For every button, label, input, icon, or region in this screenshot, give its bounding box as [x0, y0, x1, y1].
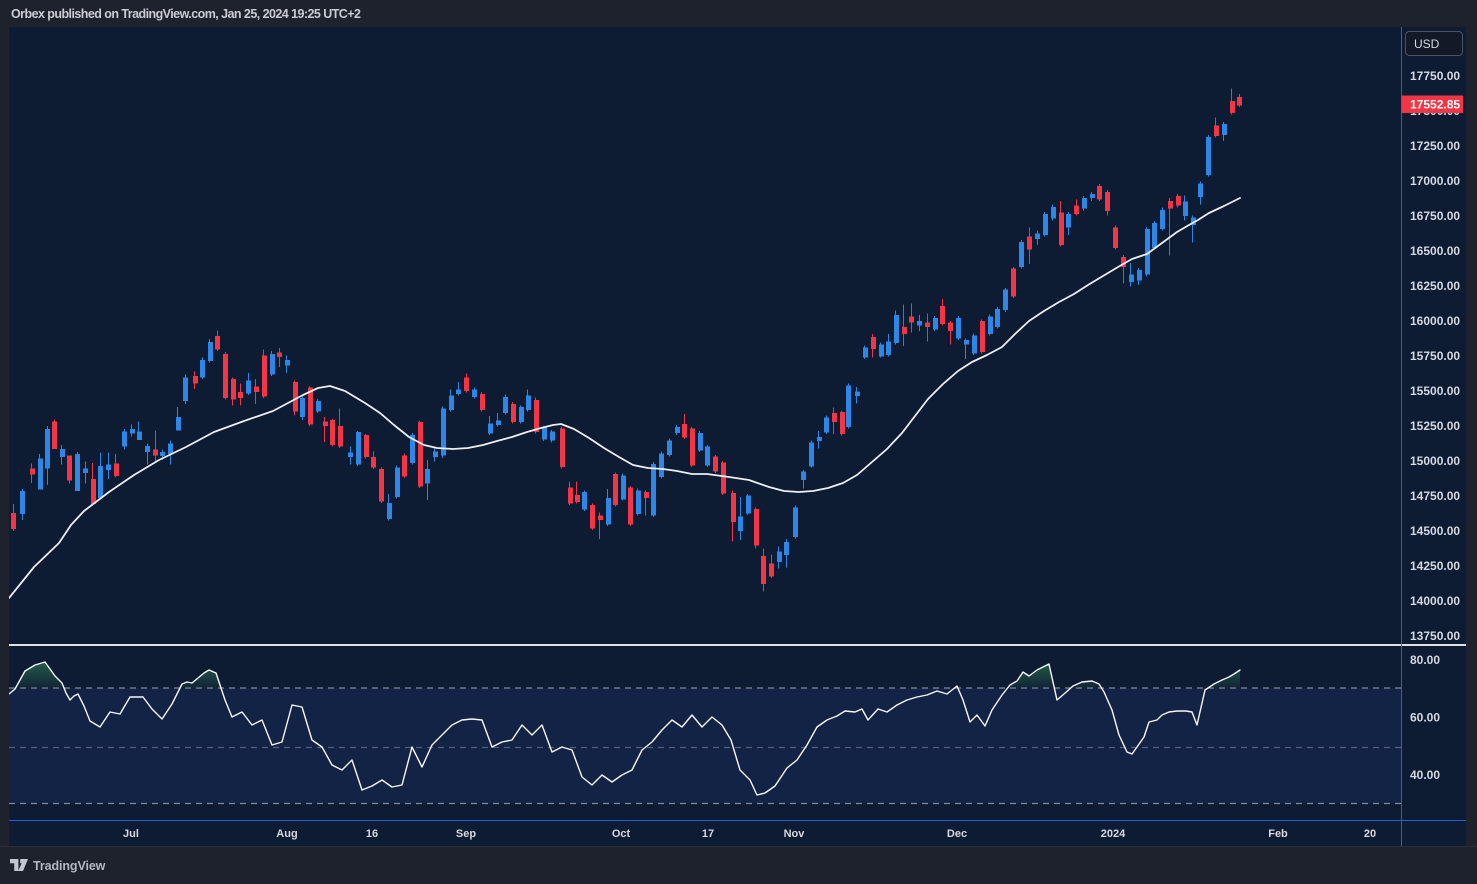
- svg-text:Feb: Feb: [1268, 828, 1288, 840]
- svg-text:17552.85: 17552.85: [1410, 97, 1460, 111]
- svg-text:USD: USD: [1414, 37, 1440, 51]
- svg-text:14750.00: 14750.00: [1410, 489, 1460, 503]
- svg-text:16750.00: 16750.00: [1410, 209, 1460, 223]
- svg-text:14000.00: 14000.00: [1410, 594, 1460, 608]
- svg-text:Jul: Jul: [123, 828, 139, 840]
- svg-text:13750.00: 13750.00: [1410, 629, 1460, 643]
- svg-text:2024: 2024: [1101, 828, 1126, 840]
- svg-text:15000.00: 15000.00: [1410, 454, 1460, 468]
- svg-text:20: 20: [1364, 828, 1376, 840]
- svg-text:Sep: Sep: [456, 828, 476, 840]
- svg-text:Nov: Nov: [784, 828, 806, 840]
- svg-text:60.00: 60.00: [1410, 711, 1440, 725]
- svg-text:14500.00: 14500.00: [1410, 524, 1460, 538]
- svg-text:Dec: Dec: [947, 828, 967, 840]
- svg-text:40.00: 40.00: [1410, 768, 1440, 782]
- svg-text:Oct: Oct: [612, 828, 631, 840]
- svg-text:15500.00: 15500.00: [1410, 384, 1460, 398]
- svg-text:15250.00: 15250.00: [1410, 419, 1460, 433]
- svg-text:17250.00: 17250.00: [1410, 139, 1460, 153]
- svg-text:14250.00: 14250.00: [1410, 559, 1460, 573]
- svg-text:16500.00: 16500.00: [1410, 244, 1460, 258]
- svg-text:Aug: Aug: [276, 828, 297, 840]
- svg-text:17: 17: [702, 828, 714, 840]
- svg-text:16000.00: 16000.00: [1410, 314, 1460, 328]
- svg-text:15750.00: 15750.00: [1410, 349, 1460, 363]
- svg-text:17750.00: 17750.00: [1410, 69, 1460, 83]
- svg-text:16250.00: 16250.00: [1410, 279, 1460, 293]
- svg-text:80.00: 80.00: [1410, 653, 1440, 667]
- svg-text:16: 16: [366, 828, 378, 840]
- svg-text:17000.00: 17000.00: [1410, 174, 1460, 188]
